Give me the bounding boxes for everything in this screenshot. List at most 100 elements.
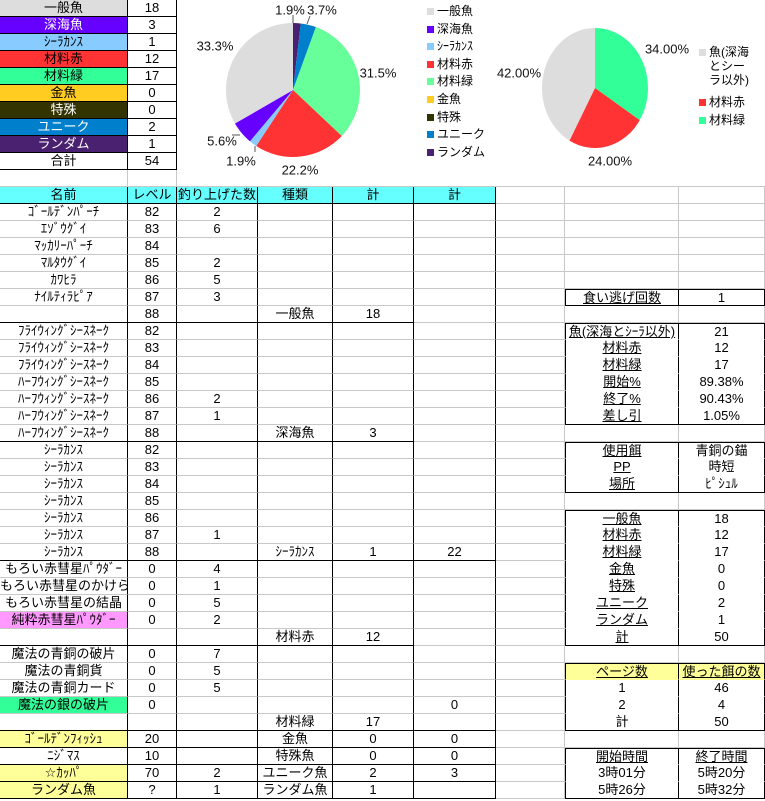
settings-value[interactable]: 青銅の錨	[679, 442, 765, 459]
table-row-name[interactable]: ｼｰﾗｶﾝｽ	[0, 476, 128, 493]
summary-total-label[interactable]: 合計	[0, 153, 128, 170]
summary-count[interactable]: 18	[128, 0, 177, 17]
table-row-type[interactable]	[258, 323, 333, 340]
table-row-total2[interactable]	[414, 612, 496, 629]
table-row-name[interactable]: ☆ｶｯﾊﾟ	[0, 765, 128, 782]
table-row-name[interactable]	[0, 714, 128, 731]
times-value[interactable]: 5時20分	[679, 765, 765, 782]
table-row-type[interactable]	[258, 357, 333, 374]
counts-label[interactable]: 金魚	[565, 561, 679, 578]
table-row-caught[interactable]	[177, 323, 258, 340]
table-row-level[interactable]: 0	[128, 697, 177, 714]
table-row-caught[interactable]: 5	[177, 663, 258, 680]
times-value[interactable]: 5時32分	[679, 782, 765, 799]
table-row-total[interactable]	[333, 663, 414, 680]
empty-cell[interactable]	[496, 629, 565, 646]
counts-value[interactable]: 1	[679, 612, 765, 629]
table-row-type[interactable]	[258, 459, 333, 476]
empty-cell[interactable]	[496, 714, 565, 731]
table-row-total[interactable]: 2	[333, 765, 414, 782]
table-row-caught[interactable]	[177, 306, 258, 323]
counts-label[interactable]: ユニーク	[565, 595, 679, 612]
table-row-total[interactable]	[333, 255, 414, 272]
table-row-level[interactable]: 10	[128, 748, 177, 765]
table-row-total[interactable]	[333, 357, 414, 374]
table-row-total[interactable]	[333, 476, 414, 493]
table-row-caught[interactable]: 1	[177, 408, 258, 425]
table-row-total[interactable]	[333, 646, 414, 663]
table-row-name[interactable]: ｼｰﾗｶﾝｽ	[0, 510, 128, 527]
empty-cell[interactable]	[496, 238, 565, 255]
empty-cell[interactable]	[496, 680, 565, 697]
table-row-total2[interactable]	[414, 323, 496, 340]
counts-value[interactable]: 2	[679, 595, 765, 612]
ratio-label[interactable]: 材料緑	[565, 357, 679, 374]
table-row-total[interactable]	[333, 595, 414, 612]
table-row-type[interactable]: 特殊魚	[258, 748, 333, 765]
table-row-type[interactable]	[258, 697, 333, 714]
table-row-name[interactable]: ﾌﾗｲｳｨﾝｸﾞｼｰｽﾈｰｸ	[0, 340, 128, 357]
table-row-type[interactable]	[258, 238, 333, 255]
empty-cell[interactable]	[565, 425, 679, 442]
table-row-type[interactable]: 一般魚	[258, 306, 333, 323]
table-row-caught[interactable]	[177, 442, 258, 459]
empty-cell[interactable]	[679, 493, 765, 510]
table-row-level[interactable]: 82	[128, 442, 177, 459]
table-row-caught[interactable]: 5	[177, 595, 258, 612]
ratio-label[interactable]: 材料赤	[565, 340, 679, 357]
table-row-name[interactable]: 純粋赤彗星ﾊﾟｳﾀﾞｰ	[0, 612, 128, 629]
table-row-type[interactable]	[258, 561, 333, 578]
table-row-level[interactable]: 85	[128, 255, 177, 272]
empty-cell[interactable]	[496, 255, 565, 272]
counts-label[interactable]: 一般魚	[565, 510, 679, 527]
empty-cell[interactable]	[679, 204, 765, 221]
table-row-level[interactable]: 86	[128, 510, 177, 527]
table-row-level[interactable]: 85	[128, 374, 177, 391]
table-row-caught[interactable]: 2	[177, 765, 258, 782]
table-row-total2[interactable]	[414, 680, 496, 697]
empty-cell[interactable]	[679, 425, 765, 442]
table-row-name[interactable]: ランダム魚	[0, 782, 128, 799]
table-row-total2[interactable]: 3	[414, 765, 496, 782]
settings-label[interactable]: 使用餌	[565, 442, 679, 459]
table-row-type[interactable]	[258, 578, 333, 595]
table-row-level[interactable]: 85	[128, 493, 177, 510]
table-row-name[interactable]: ﾊｰﾌｳｨﾝｸﾞｼｰｽﾈｰｸ	[0, 408, 128, 425]
pages-label[interactable]: 計	[565, 714, 679, 731]
table-row-caught[interactable]	[177, 357, 258, 374]
table-row-type[interactable]	[258, 204, 333, 221]
empty-cell[interactable]	[496, 595, 565, 612]
table-row-type[interactable]	[258, 510, 333, 527]
table-row-type[interactable]: 材料緑	[258, 714, 333, 731]
table-row-name[interactable]: ﾏｯｶﾘｰﾊﾟｰﾁ	[0, 238, 128, 255]
table-row-caught[interactable]	[177, 731, 258, 748]
table-row-level[interactable]: 84	[128, 357, 177, 374]
table-row-level[interactable]: 0	[128, 646, 177, 663]
table-row-level[interactable]: 82	[128, 323, 177, 340]
escape-value[interactable]: 1	[679, 289, 765, 306]
table-row-level[interactable]: 86	[128, 391, 177, 408]
empty-cell[interactable]	[0, 170, 128, 187]
table-row-caught[interactable]: 2	[177, 204, 258, 221]
table-row-total2[interactable]	[414, 629, 496, 646]
table-row-level[interactable]: 0	[128, 680, 177, 697]
table-row-total2[interactable]	[414, 238, 496, 255]
empty-cell[interactable]	[679, 187, 765, 204]
pages-label[interactable]: 2	[565, 697, 679, 714]
table-row-caught[interactable]: 3	[177, 289, 258, 306]
settings-label[interactable]: 場所	[565, 476, 679, 493]
table-row-name[interactable]: 魔法の銀の破片	[0, 697, 128, 714]
empty-cell[interactable]	[565, 221, 679, 238]
counts-value[interactable]: 12	[679, 527, 765, 544]
ratio-label[interactable]: 開始%	[565, 374, 679, 391]
table-row-total2[interactable]	[414, 663, 496, 680]
empty-cell[interactable]	[496, 306, 565, 323]
table-row-caught[interactable]	[177, 425, 258, 442]
table-row-level[interactable]: 0	[128, 561, 177, 578]
table-row-total2[interactable]	[414, 714, 496, 731]
table-row-total2[interactable]	[414, 595, 496, 612]
empty-cell[interactable]	[496, 493, 565, 510]
table-row-type[interactable]: ｼｰﾗｶﾝｽ	[258, 544, 333, 561]
empty-cell[interactable]	[496, 221, 565, 238]
table-row-total[interactable]	[333, 374, 414, 391]
